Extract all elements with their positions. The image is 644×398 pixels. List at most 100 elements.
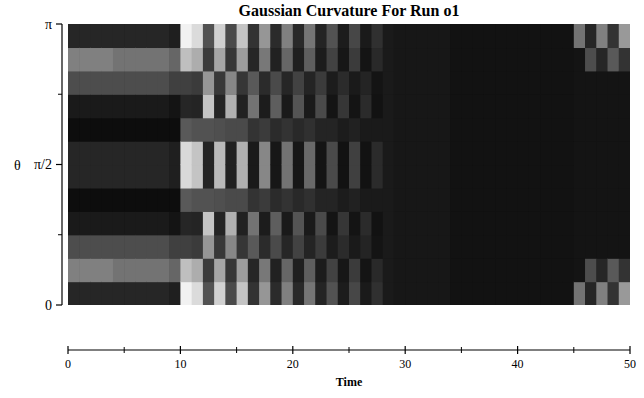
cell xyxy=(124,94,136,118)
cell xyxy=(192,258,204,282)
cell xyxy=(135,141,147,165)
cell xyxy=(371,24,383,48)
cell xyxy=(282,258,294,282)
cell xyxy=(214,282,226,305)
cell xyxy=(90,118,102,142)
cell xyxy=(461,211,473,235)
cell xyxy=(540,282,552,305)
cell xyxy=(270,141,282,165)
cell xyxy=(416,118,428,142)
cell xyxy=(90,94,102,118)
cell xyxy=(248,118,260,142)
cell xyxy=(450,282,462,305)
cell xyxy=(259,94,271,118)
cell xyxy=(484,47,496,71)
cell xyxy=(79,118,91,142)
cell xyxy=(506,118,518,142)
cell xyxy=(518,118,530,142)
cell xyxy=(214,94,226,118)
cell xyxy=(147,47,159,71)
cell xyxy=(574,188,586,212)
x-minor-tick xyxy=(124,347,125,353)
cell xyxy=(124,118,136,142)
cell xyxy=(383,141,395,165)
x-tick-label: 0 xyxy=(65,357,71,371)
x-tick-label: 50 xyxy=(624,357,636,371)
cell xyxy=(113,47,125,71)
cell xyxy=(90,235,102,259)
cell xyxy=(495,24,507,48)
cell xyxy=(439,258,451,282)
cell xyxy=(338,282,350,305)
cell xyxy=(79,164,91,188)
cell xyxy=(383,235,395,259)
chart: Gaussian Curvature For Run o10π/2πθ01020… xyxy=(0,0,644,398)
cell xyxy=(68,258,80,282)
x-minor-tick xyxy=(236,347,237,353)
y-minor-tick xyxy=(58,94,62,95)
cell xyxy=(102,211,114,235)
cell xyxy=(439,235,451,259)
cell xyxy=(360,24,372,48)
cell xyxy=(180,188,192,212)
cell xyxy=(79,47,91,71)
cell xyxy=(180,141,192,165)
cell xyxy=(383,164,395,188)
cell xyxy=(608,164,620,188)
cell xyxy=(237,47,249,71)
cell xyxy=(158,47,170,71)
cell xyxy=(506,235,518,259)
cell xyxy=(203,282,215,305)
cell xyxy=(574,94,586,118)
cell xyxy=(158,94,170,118)
cell xyxy=(371,47,383,71)
cell xyxy=(214,164,226,188)
cell xyxy=(574,211,586,235)
cell xyxy=(225,164,237,188)
cell xyxy=(596,164,608,188)
cell xyxy=(225,94,237,118)
cell xyxy=(596,258,608,282)
cell xyxy=(619,258,630,282)
cell xyxy=(551,141,563,165)
cell xyxy=(113,258,125,282)
cell xyxy=(619,118,630,142)
cell xyxy=(192,118,204,142)
cell xyxy=(405,235,417,259)
cell xyxy=(596,211,608,235)
cell xyxy=(293,94,305,118)
cell xyxy=(529,71,541,95)
cell xyxy=(338,71,350,95)
cell xyxy=(506,282,518,305)
cell xyxy=(495,235,507,259)
cell xyxy=(439,211,451,235)
cell xyxy=(551,164,563,188)
cell xyxy=(574,47,586,71)
cell xyxy=(248,211,260,235)
cell xyxy=(383,118,395,142)
cell xyxy=(450,188,462,212)
cell xyxy=(282,24,294,48)
cell xyxy=(68,24,80,48)
cell xyxy=(270,282,282,305)
cell xyxy=(169,118,181,142)
cell xyxy=(484,188,496,212)
cell xyxy=(315,164,327,188)
cell xyxy=(608,118,620,142)
cell xyxy=(293,24,305,48)
cell xyxy=(214,118,226,142)
cell xyxy=(540,188,552,212)
cell xyxy=(90,258,102,282)
cell xyxy=(563,24,575,48)
cell xyxy=(473,164,485,188)
cell xyxy=(225,47,237,71)
cell xyxy=(102,118,114,142)
cell xyxy=(349,235,361,259)
cell xyxy=(282,211,294,235)
cell xyxy=(574,141,586,165)
cell xyxy=(371,164,383,188)
cell xyxy=(315,47,327,71)
cell xyxy=(529,258,541,282)
cell xyxy=(461,47,473,71)
cell xyxy=(79,258,91,282)
